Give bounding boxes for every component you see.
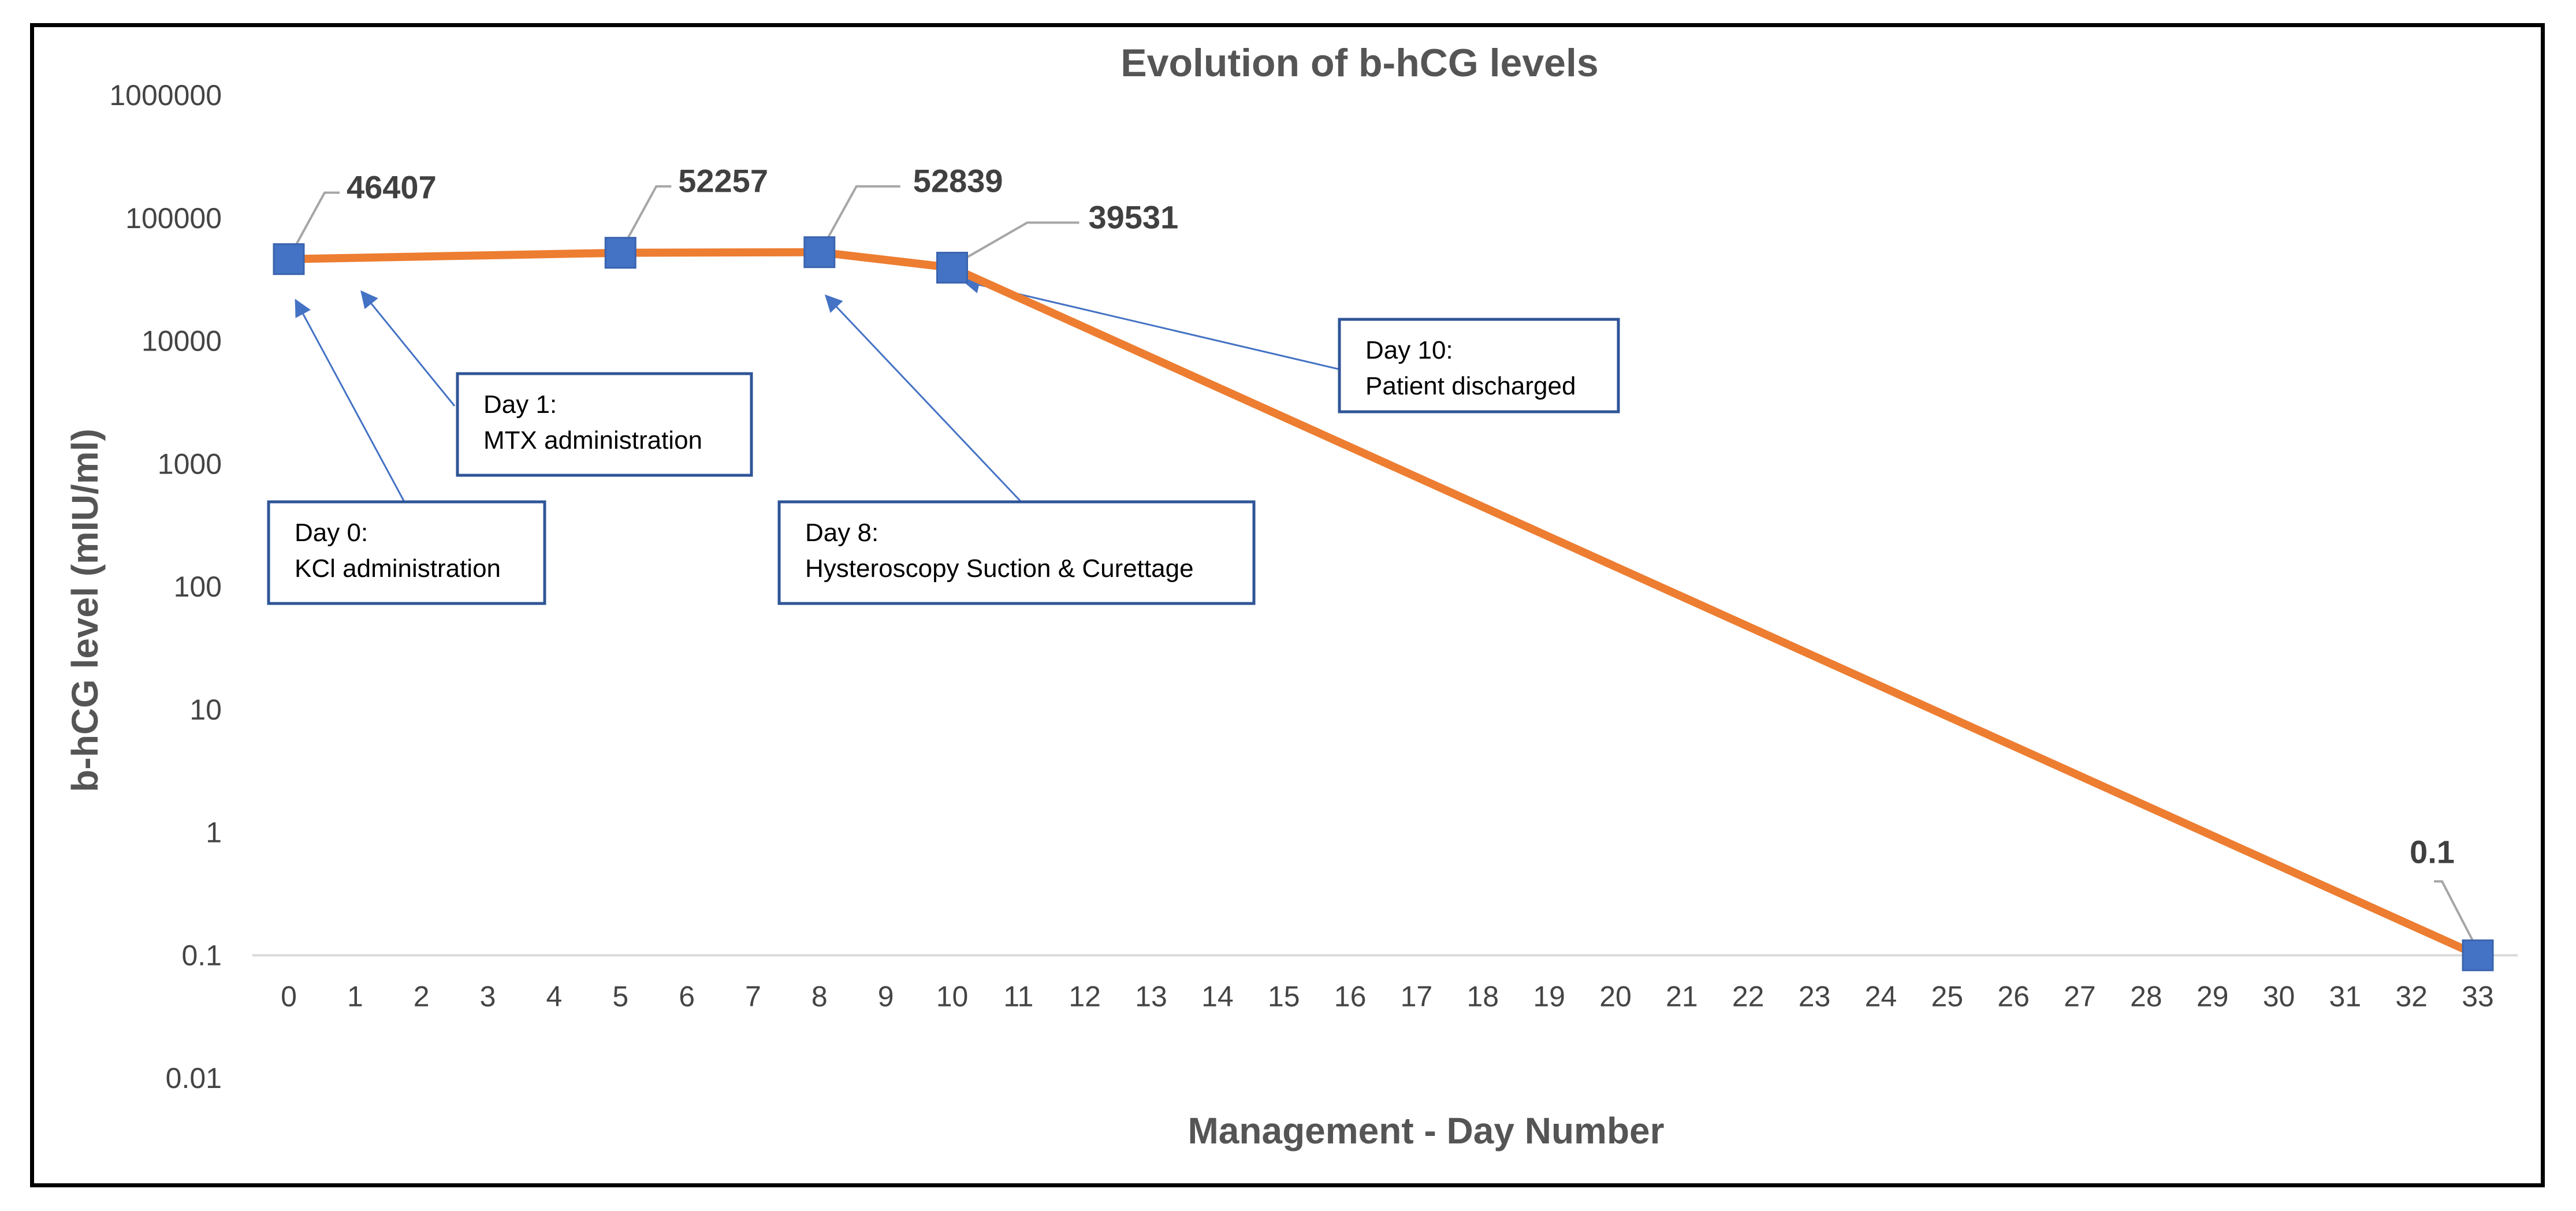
x-tick-label: 23 [1799, 980, 1831, 1012]
data-label: 46407 [347, 169, 437, 206]
annotation-box [777, 500, 1256, 605]
y-tick-label: 100000 [125, 202, 222, 234]
annotation-callout: Day 1: MTX administration [360, 290, 753, 477]
annotation-event: Patient discharged [1365, 372, 1576, 400]
annotation-callout: Day 0: KCl administration [267, 299, 546, 605]
x-tick-label: 13 [1135, 980, 1167, 1012]
annotation-callout: Day 8: Hysteroscopy Suction & Curettage [777, 294, 1256, 605]
annotation-box [267, 500, 546, 605]
annotation-day: Day 10: [1365, 336, 1453, 364]
x-tick-label: 5 [612, 980, 628, 1012]
x-tick-label: 16 [1334, 980, 1367, 1012]
x-tick-label: 15 [1268, 980, 1300, 1012]
annotation-day: Day 0: [295, 519, 368, 547]
x-tick-label: 26 [1997, 980, 2030, 1012]
x-tick-label: 9 [878, 980, 894, 1012]
x-tick-label: 1 [347, 980, 363, 1012]
x-tick-label: 19 [1533, 980, 1565, 1012]
x-tick-label: 28 [2130, 980, 2162, 1012]
x-tick-label: 30 [2263, 980, 2295, 1012]
annotation-box [1338, 318, 1620, 413]
data-label-leaders [293, 185, 2476, 945]
data-label: 52839 [913, 163, 1003, 199]
x-tick-label: 32 [2395, 980, 2428, 1012]
annotations: Day 0: KCl administration Day 1: MTX admini… [267, 276, 1620, 605]
x-tick-label: 8 [811, 980, 828, 1012]
chart-title: Evolution of b-hCG levels [1121, 41, 1598, 85]
x-tick-label: 20 [1599, 980, 1632, 1012]
annotation-event: Hysteroscopy Suction & Curettage [805, 554, 1194, 583]
x-tick-label: 3 [480, 980, 496, 1012]
annotation-arrow [962, 276, 1339, 370]
data-point-marker [2462, 939, 2494, 971]
annotation-arrow [360, 290, 456, 407]
x-axis-title: Management - Day Number [1188, 1110, 1664, 1152]
data-label-leader [825, 185, 900, 241]
x-tick-label: 18 [1466, 980, 1499, 1012]
data-point-marker [604, 237, 636, 269]
x-tick-labels: 0 1 2 3 4 5 6 7 8 9 10 11 12 13 14 15 16 17 18 19 20 21 22 23 24… [281, 980, 2494, 1012]
x-tick-label: 33 [2462, 980, 2494, 1012]
x-tick-label: 2 [414, 980, 430, 1012]
chart-canvas: Evolution of b-hCG levels b-hCG level (m… [64, 41, 2518, 1152]
data-point-marker [273, 243, 305, 275]
x-tick-label: 31 [2329, 980, 2362, 1012]
x-tick-label: 6 [679, 980, 695, 1012]
x-tick-label: 24 [1865, 980, 1897, 1012]
data-markers [273, 236, 2494, 971]
x-tick-label: 29 [2197, 980, 2229, 1012]
x-tick-label: 12 [1069, 980, 1101, 1012]
annotation-box [456, 372, 753, 477]
annotation-arrow [295, 299, 405, 501]
annotation-day: Day 1: [483, 390, 557, 419]
data-label-leader [2434, 880, 2476, 945]
x-tick-label: 14 [1201, 980, 1234, 1012]
x-tick-label: 17 [1401, 980, 1433, 1012]
annotation-event: KCl administration [295, 554, 501, 583]
x-tick-label: 10 [936, 980, 969, 1012]
annotation-day: Day 8: [805, 519, 878, 547]
data-label-leader [625, 185, 672, 242]
data-point-marker [803, 236, 836, 269]
x-tick-label: 0 [281, 980, 297, 1012]
data-labels: 46407 52257 52839 39531 0.1 [347, 163, 2455, 870]
data-label-leader [293, 191, 340, 248]
x-tick-label: 27 [2064, 980, 2096, 1012]
annotation-arrow [824, 294, 1022, 503]
x-tick-label: 11 [1003, 980, 1033, 1012]
y-tick-labels: 1000000 100000 10000 1000 100 10 1 0.1 0.01 [109, 79, 222, 1094]
x-tick-label: 7 [745, 980, 761, 1012]
annotation-callout: Day 10: Patient discharged [962, 276, 1620, 413]
x-tick-label: 22 [1732, 980, 1765, 1012]
chart-frame: Evolution of b-hCG levels b-hCG level (m… [30, 23, 2545, 1187]
y-tick-label: 1000000 [109, 79, 222, 111]
y-tick-label: 1000 [158, 448, 222, 480]
data-point-marker [936, 252, 968, 284]
x-tick-label: 25 [1931, 980, 1963, 1012]
annotation-event: MTX administration [483, 426, 702, 454]
data-label: 52257 [678, 163, 768, 199]
y-tick-label: 100 [174, 571, 222, 603]
y-tick-label: 0.1 [181, 939, 222, 971]
data-label-leader [958, 221, 1079, 263]
y-tick-label: 10 [189, 694, 222, 726]
x-tick-label: 21 [1666, 980, 1698, 1012]
x-tick-label: 4 [546, 980, 562, 1012]
y-tick-label: 1 [206, 817, 222, 849]
y-tick-label: 0.01 [166, 1062, 222, 1094]
data-label: 39531 [1089, 199, 1179, 236]
y-axis-title: b-hCG level (mIU/ml) [64, 428, 106, 792]
data-label: 0.1 [2410, 833, 2455, 870]
y-tick-label: 10000 [142, 325, 222, 357]
